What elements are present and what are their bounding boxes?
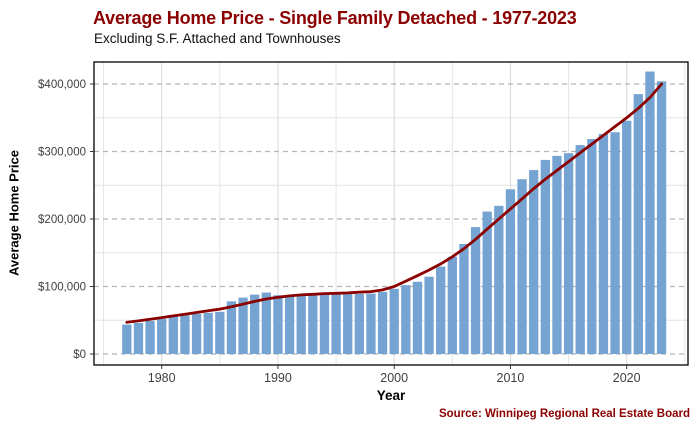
- bar-2002: [412, 281, 423, 354]
- bar-1999: [377, 291, 388, 354]
- y-tick-label: $0: [73, 349, 86, 361]
- bar-2006: [459, 243, 469, 354]
- bar-2013: [540, 159, 550, 354]
- bar-1979: [145, 320, 155, 354]
- bar-2010: [505, 189, 516, 354]
- bar-1998: [366, 293, 376, 354]
- bar-2009: [494, 205, 504, 354]
- bar-2007: [470, 227, 481, 354]
- bar-2021: [633, 94, 643, 354]
- bar-2000: [389, 288, 399, 354]
- bar-1990: [273, 295, 283, 354]
- bar-1988: [250, 294, 260, 354]
- bar-1996: [343, 293, 353, 354]
- bar-1978: [133, 322, 144, 354]
- chart-title: Average Home Price - Single Family Detac…: [93, 8, 577, 28]
- source-caption: Source: Winnipeg Regional Real Estate Bo…: [438, 408, 690, 420]
- bar-1986: [226, 301, 237, 354]
- bar-2015: [563, 153, 574, 354]
- bar-1989: [261, 292, 271, 354]
- bar-1985: [215, 311, 225, 354]
- bar-1987: [238, 297, 248, 354]
- bar-2004: [436, 266, 446, 354]
- bar-2014: [552, 155, 562, 354]
- bar-1977: [122, 324, 132, 354]
- bar-2008: [482, 211, 492, 354]
- bar-2011: [517, 179, 527, 354]
- chart-subtitle: Excluding S.F. Attached and Townhouses: [94, 31, 341, 46]
- bar-1983: [191, 313, 202, 354]
- bar-2022: [645, 71, 655, 354]
- bar-2017: [587, 139, 597, 354]
- bar-1995: [331, 293, 341, 354]
- bar-1997: [354, 293, 364, 354]
- bar-2018: [598, 133, 609, 354]
- bar-1994: [319, 292, 330, 354]
- bar-2019: [610, 132, 620, 354]
- bar-2005: [447, 256, 457, 354]
- trend-line: [125, 82, 663, 324]
- bar-2012: [529, 170, 539, 354]
- bar-2020: [622, 120, 632, 354]
- y-tick-label: $400,000: [38, 79, 86, 91]
- bar-1980: [157, 318, 167, 354]
- bar-1982: [180, 315, 190, 354]
- x-tick-label: 1980: [148, 371, 176, 385]
- y-tick-label: $100,000: [38, 282, 86, 294]
- bar-1984: [203, 312, 213, 354]
- x-tick-label: 2010: [497, 371, 525, 385]
- x-axis-title: Year: [376, 388, 406, 403]
- panel-border: [93, 61, 689, 366]
- bar-2023: [656, 81, 667, 355]
- bar-1991: [284, 296, 295, 354]
- y-tick-label: $300,000: [38, 147, 86, 159]
- bar-2016: [575, 145, 585, 354]
- x-tick-label: 2000: [380, 371, 408, 385]
- bar-1992: [296, 295, 306, 354]
- y-tick-label: $200,000: [38, 214, 86, 226]
- x-tick-label: 1990: [264, 371, 292, 385]
- bar-1981: [168, 316, 178, 354]
- bar-1993: [308, 294, 318, 354]
- y-axis-title: Average Home Price: [6, 150, 22, 276]
- bar-2001: [401, 285, 411, 354]
- bar-2003: [424, 276, 434, 354]
- x-tick-label: 2020: [613, 371, 641, 385]
